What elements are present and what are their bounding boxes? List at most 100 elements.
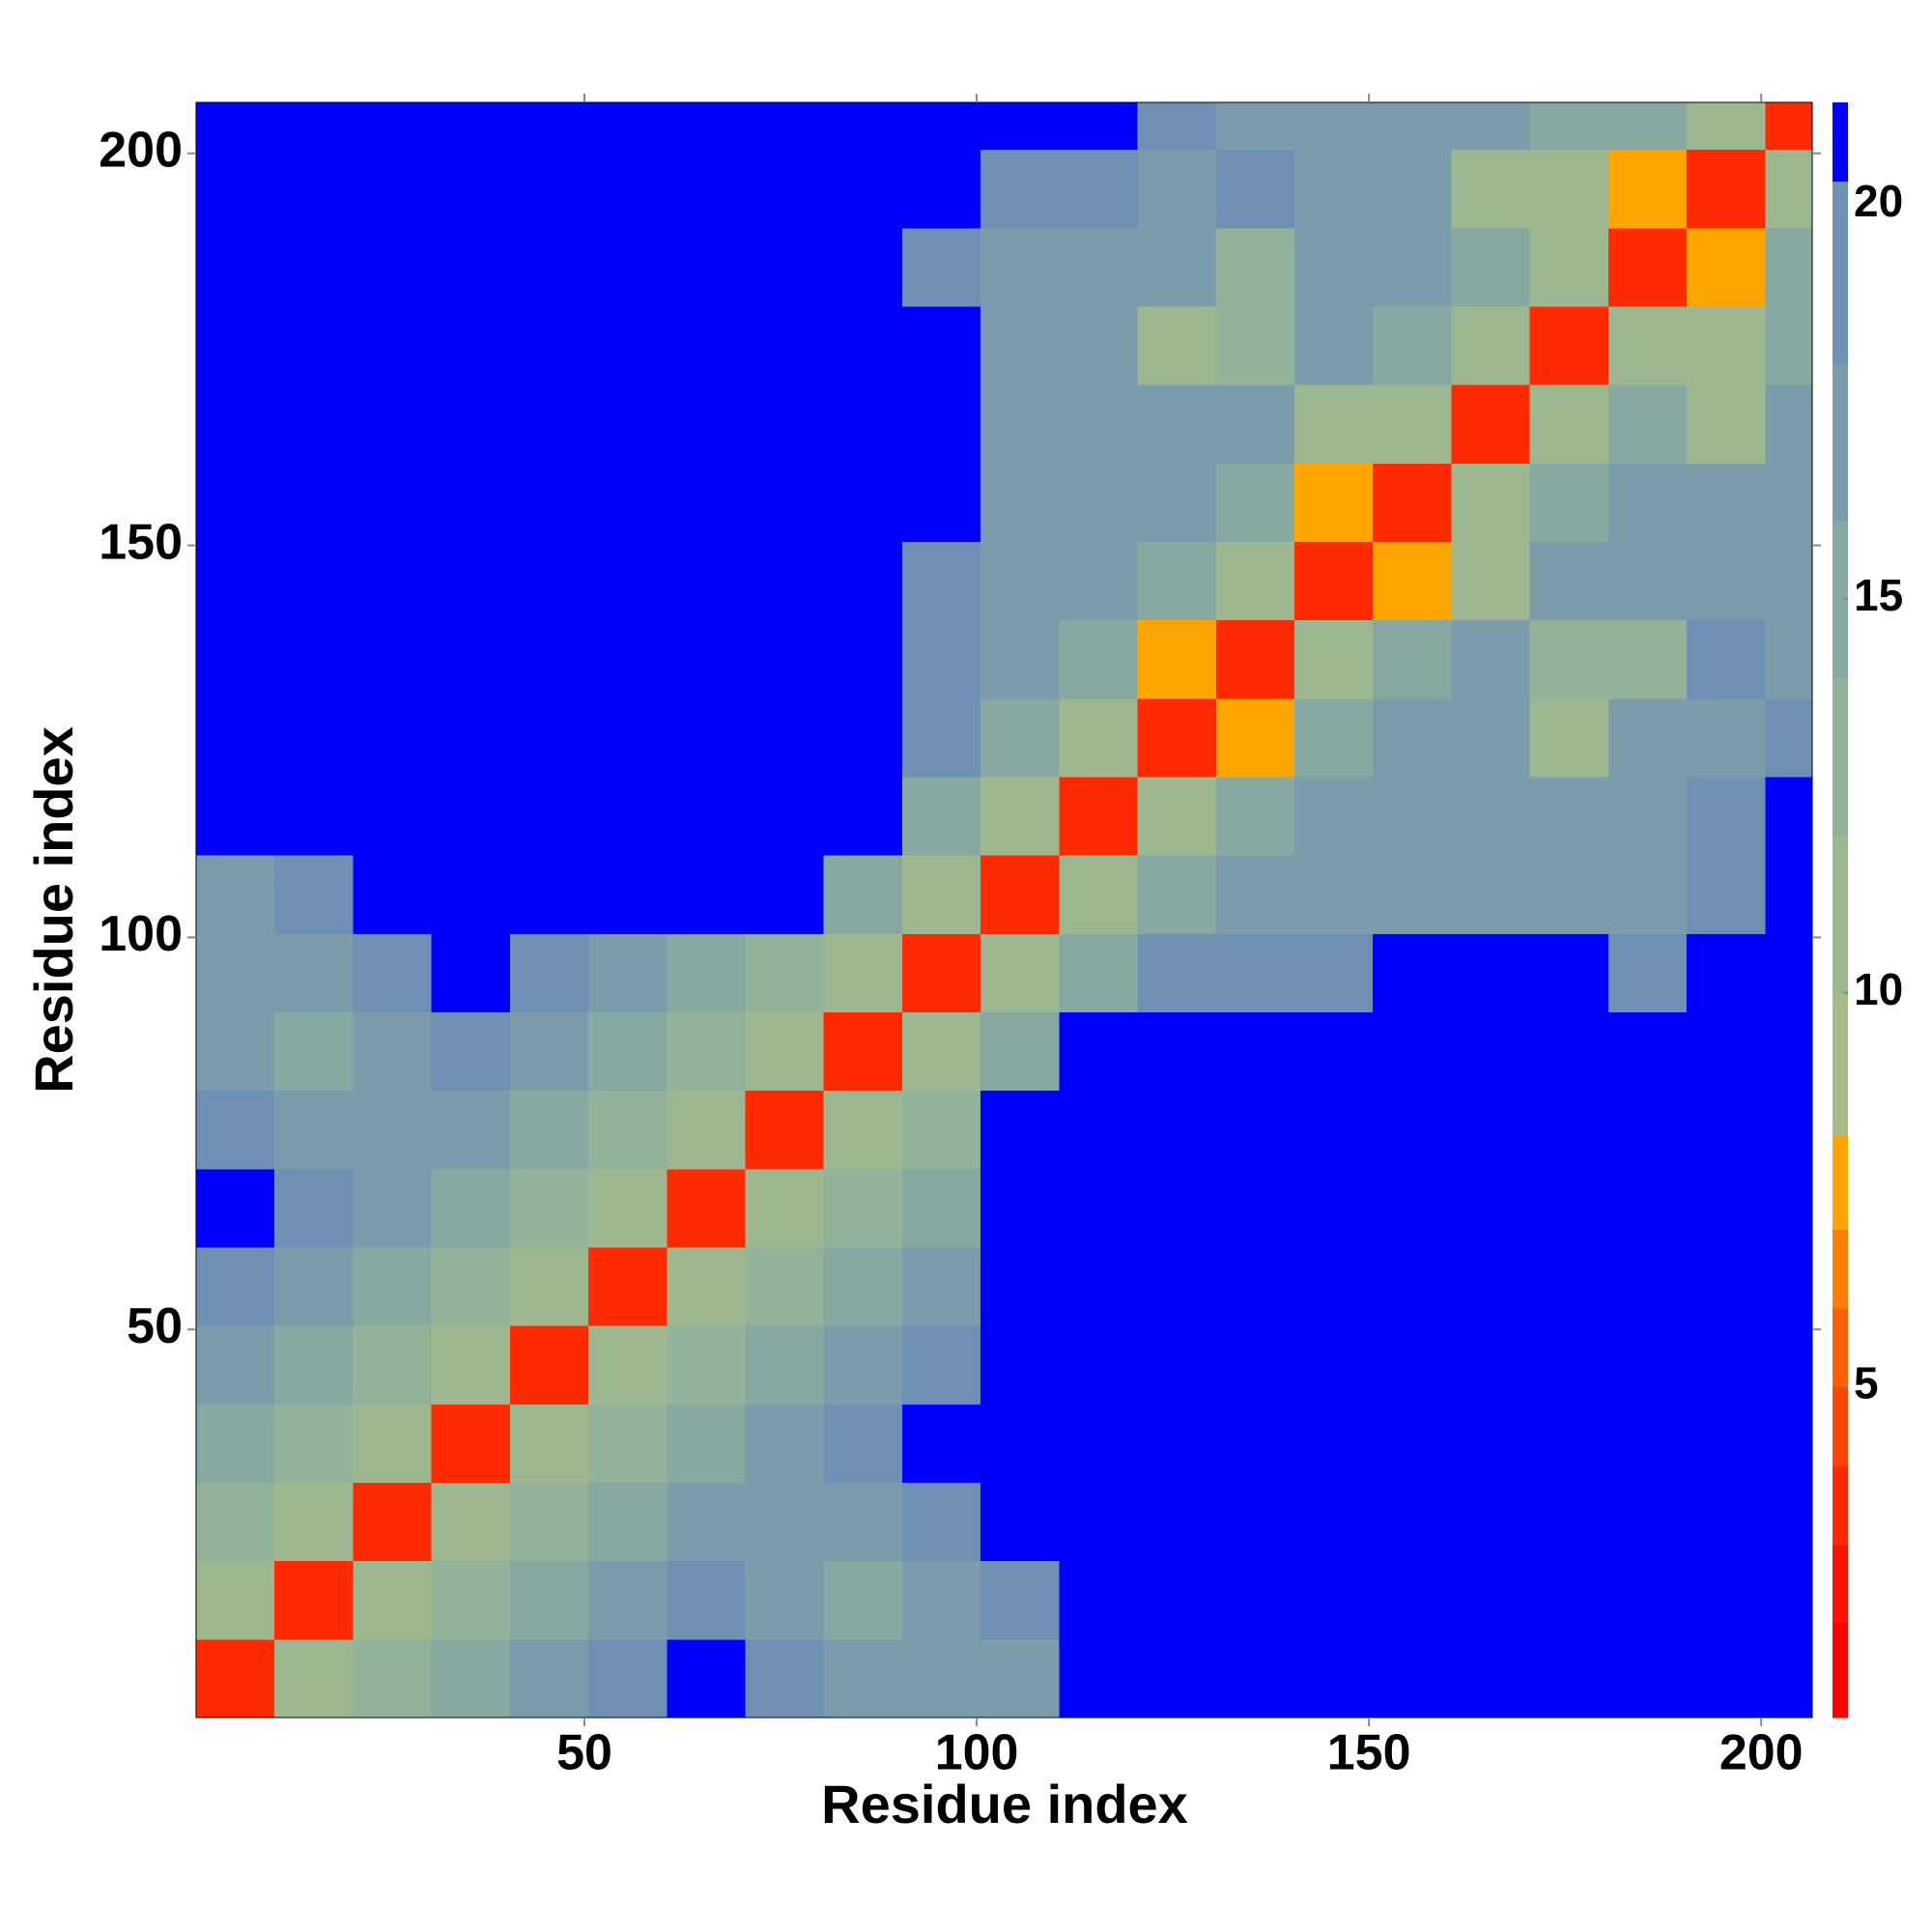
heatmap-cell xyxy=(1059,1638,1139,1719)
heatmap-cell xyxy=(823,1404,903,1484)
heatmap-cell xyxy=(1529,1247,1609,1326)
heatmap-cell xyxy=(509,1090,589,1170)
heatmap-cell xyxy=(509,619,589,699)
heatmap-cell xyxy=(1451,384,1531,464)
heatmap-cell xyxy=(274,541,354,621)
heatmap-cell xyxy=(431,777,511,856)
heatmap-cell xyxy=(1293,855,1374,934)
heatmap-cell xyxy=(901,541,981,621)
heatmap-cell xyxy=(745,102,825,151)
heatmap-cell xyxy=(1687,1638,1766,1719)
heatmap-cell xyxy=(1293,1325,1374,1405)
heatmap-cell xyxy=(1215,541,1295,621)
colorbar-segment xyxy=(1833,102,1848,183)
heatmap-cell xyxy=(1373,227,1452,307)
heatmap-cell xyxy=(823,777,903,856)
heatmap-cell xyxy=(353,227,433,307)
heatmap-cell xyxy=(1607,1482,1688,1562)
heatmap-cell xyxy=(1373,1404,1452,1484)
heatmap-cell xyxy=(1765,1247,1813,1326)
heatmap-cell xyxy=(274,384,354,464)
heatmap-cell xyxy=(1059,1011,1139,1092)
heatmap-cell xyxy=(1687,227,1766,307)
heatmap-cell xyxy=(1293,619,1374,699)
heatmap-cell xyxy=(823,1638,903,1719)
heatmap-cell xyxy=(1215,227,1295,307)
heatmap-cell xyxy=(1137,1638,1217,1719)
heatmap-cell xyxy=(588,227,668,307)
heatmap-cell xyxy=(1215,102,1295,151)
heatmap-cell xyxy=(1215,855,1295,934)
heatmap-cell xyxy=(1293,1560,1374,1640)
heatmap-cell xyxy=(823,102,903,151)
heatmap-cell xyxy=(1765,933,1813,1013)
heatmap-cell xyxy=(1607,1011,1688,1092)
heatmap-cell xyxy=(1687,1247,1766,1326)
heatmap-cell xyxy=(1529,1404,1609,1484)
heatmap-cell xyxy=(274,1560,354,1640)
colorbar-segment xyxy=(1833,1134,1848,1230)
colorbar-segment xyxy=(1833,1544,1848,1624)
heatmap-cell xyxy=(1373,1247,1452,1326)
heatmap-cell xyxy=(588,1325,668,1405)
heatmap-cell xyxy=(196,1011,275,1092)
heatmap-cell xyxy=(274,1404,354,1484)
heatmap-cell xyxy=(980,855,1060,934)
heatmap-cell xyxy=(509,777,589,856)
heatmap-cell xyxy=(1059,149,1139,229)
x-axis-title: Residue index xyxy=(821,1774,1188,1834)
heatmap-cell xyxy=(667,306,746,385)
heatmap-cell xyxy=(196,384,275,464)
heatmap-cell xyxy=(901,933,981,1013)
heatmap-cell xyxy=(1137,933,1217,1013)
heatmap-cell xyxy=(196,1325,275,1405)
heatmap-cell xyxy=(431,619,511,699)
heatmap-cell xyxy=(1687,933,1766,1013)
heatmap-cell xyxy=(1765,1090,1813,1170)
heatmap-cell xyxy=(431,306,511,385)
heatmap-cell xyxy=(196,855,275,934)
colorbar-segment xyxy=(1833,1307,1848,1387)
heatmap-cell xyxy=(1765,1482,1813,1562)
heatmap-cell xyxy=(1293,1247,1374,1326)
heatmap-cell xyxy=(901,1638,981,1719)
heatmap-cell xyxy=(196,1247,275,1326)
heatmap-cell xyxy=(1607,102,1688,151)
heatmap-cell xyxy=(823,1011,903,1092)
heatmap-cell xyxy=(1137,855,1217,934)
x-tick-label: 100 xyxy=(935,1725,1019,1781)
heatmap-cell xyxy=(667,1247,746,1326)
heatmap-cell xyxy=(1373,855,1452,934)
heatmap-cell xyxy=(1607,619,1688,699)
heatmap-cell xyxy=(1451,1011,1531,1092)
heatmap-cell xyxy=(901,306,981,385)
heatmap-cell xyxy=(274,1482,354,1562)
heatmap-cell xyxy=(667,933,746,1013)
heatmap-cell xyxy=(509,1168,589,1248)
heatmap-cell xyxy=(1529,1090,1609,1170)
heatmap-cell xyxy=(353,1325,433,1405)
heatmap-cell xyxy=(274,227,354,307)
heatmap-cell xyxy=(901,1247,981,1326)
heatmap-cell xyxy=(1137,306,1217,385)
heatmap-cell xyxy=(353,1168,433,1248)
heatmap-cell xyxy=(1529,1560,1609,1640)
heatmap-cell xyxy=(823,463,903,543)
heatmap-cell xyxy=(1373,1482,1452,1562)
heatmap-cell xyxy=(431,697,511,778)
heatmap-cell xyxy=(980,1638,1060,1719)
colorbar-segment xyxy=(1833,1623,1848,1719)
heatmap-cell xyxy=(1137,777,1217,856)
heatmap-cell xyxy=(1059,1560,1139,1640)
heatmap-cell xyxy=(1607,933,1688,1013)
y-tick-label: 50 xyxy=(127,1298,183,1354)
heatmap-cell xyxy=(1293,1090,1374,1170)
heatmap-cell xyxy=(431,384,511,464)
heatmap-cell xyxy=(1451,1638,1531,1719)
heatmap-cell xyxy=(431,1404,511,1484)
heatmap-cell xyxy=(1215,619,1295,699)
heatmap-cell xyxy=(1373,1638,1452,1719)
heatmap-cell xyxy=(980,933,1060,1013)
heatmap-cell xyxy=(1059,306,1139,385)
